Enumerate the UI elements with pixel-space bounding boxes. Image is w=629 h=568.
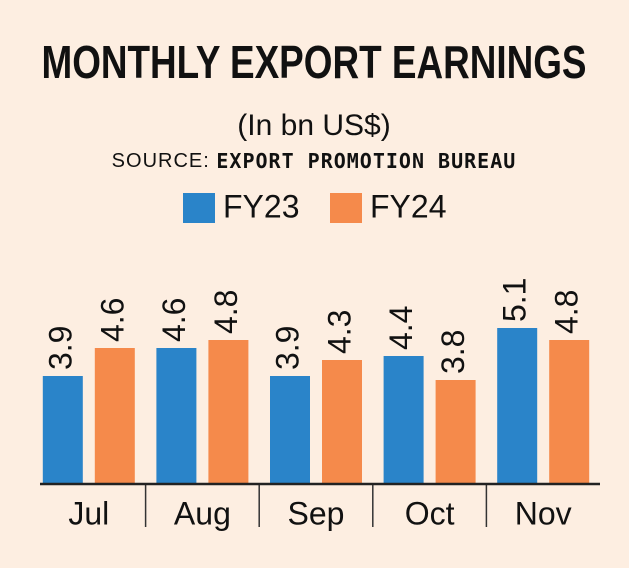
bar [383,356,424,484]
value-label: 4.6 [156,298,192,342]
bar [435,380,476,484]
chart-title: MONTHLY EXPORT EARNINGS [42,36,587,88]
value-label: 3.8 [435,330,471,374]
value-label: 4.6 [94,298,130,342]
chart-subtitle: (In bn US$) [237,109,390,142]
bar [322,360,362,484]
legend-label: FY24 [370,188,446,224]
source-name: EXPORT PROMOTION BUREAU [216,149,516,173]
x-tick-label: Jul [68,495,109,531]
x-tick-label: Aug [174,495,231,531]
value-label: 4.8 [549,290,585,334]
legend-label: FY23 [223,188,299,224]
bar [270,376,310,484]
legend-swatch [183,193,215,223]
value-label: 4.4 [383,306,419,350]
value-label: 3.9 [269,326,305,370]
value-label: 4.8 [208,290,244,334]
bar [42,376,83,484]
value-label: 3.9 [42,326,78,370]
bar [549,340,590,484]
source-label: SOURCE: [112,150,210,172]
source: SOURCE: EXPORT PROMOTION BUREAU [112,149,517,173]
x-tick-label: Oct [405,495,455,531]
x-tick-label: Nov [515,495,572,531]
value-label: 4.3 [321,310,357,354]
bar [497,328,538,484]
bar [156,348,197,484]
bar [94,348,135,484]
value-label: 5.1 [497,278,533,322]
bar [208,340,249,484]
legend-swatch [330,193,362,223]
x-tick-label: Sep [288,495,345,531]
